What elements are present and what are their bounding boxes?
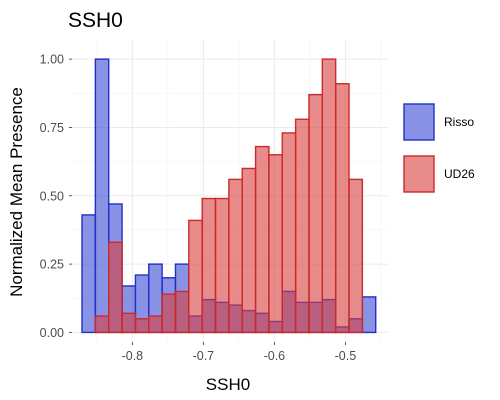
- y-tick-label: 0.75: [40, 121, 64, 135]
- bar-ud26-4: [134, 318, 150, 334]
- bar-risso-1: [94, 58, 110, 334]
- bar-ud26-8: [188, 219, 203, 334]
- legend-label-ud26: UD26: [444, 167, 475, 181]
- chart-title: SSH0: [68, 9, 123, 32]
- bar-ud26-2: [108, 241, 123, 334]
- x-tick-label: -0.8: [122, 349, 144, 363]
- bar-ud26-5: [148, 315, 163, 334]
- bar-ud26-20: [348, 178, 364, 334]
- legend-key-ud26: [403, 155, 435, 193]
- bar-risso-0: [81, 214, 97, 334]
- bar-ud26-12: [241, 167, 257, 334]
- bar-ud26-13: [254, 145, 270, 334]
- bars-layer: [81, 58, 377, 334]
- bar-ud26-6: [161, 293, 177, 334]
- y-axis-title: Normalized Mean Presence: [7, 87, 26, 297]
- bar-ud26-15: [281, 132, 297, 334]
- x-tick-label: -0.5: [335, 349, 357, 363]
- bar-ud26-18: [321, 58, 337, 334]
- legend-label-risso: Risso: [444, 115, 474, 129]
- bar-risso-21: [361, 296, 377, 334]
- bar-ud26-19: [334, 83, 350, 334]
- bar-ud26-1: [94, 315, 110, 334]
- y-tick-label: 1.00: [40, 53, 64, 67]
- y-axis-ticks: 0.00 0.25 0.50 0.75 1.00: [40, 53, 72, 340]
- bar-ud26-9: [201, 197, 217, 334]
- legend-key-risso: [403, 103, 435, 141]
- bar-ud26-3: [121, 312, 137, 334]
- legend: Risso UD26: [403, 103, 475, 193]
- bar-ud26-11: [228, 178, 243, 334]
- x-axis-title: SSH0: [206, 375, 250, 394]
- y-tick-label: 0.25: [40, 258, 64, 272]
- x-tick-label: -0.6: [264, 349, 286, 363]
- y-tick-label: 0.00: [40, 326, 64, 340]
- bar-ud26-16: [294, 118, 310, 334]
- bar-ud26-17: [308, 93, 324, 334]
- bar-ud26-14: [268, 154, 283, 334]
- y-tick-label: 0.50: [40, 189, 64, 203]
- bar-ud26-10: [214, 197, 230, 334]
- x-tick-label: -0.7: [193, 349, 215, 363]
- x-axis-ticks: -0.8 -0.7 -0.6 -0.5: [122, 342, 357, 363]
- bar-ud26-7: [174, 290, 190, 334]
